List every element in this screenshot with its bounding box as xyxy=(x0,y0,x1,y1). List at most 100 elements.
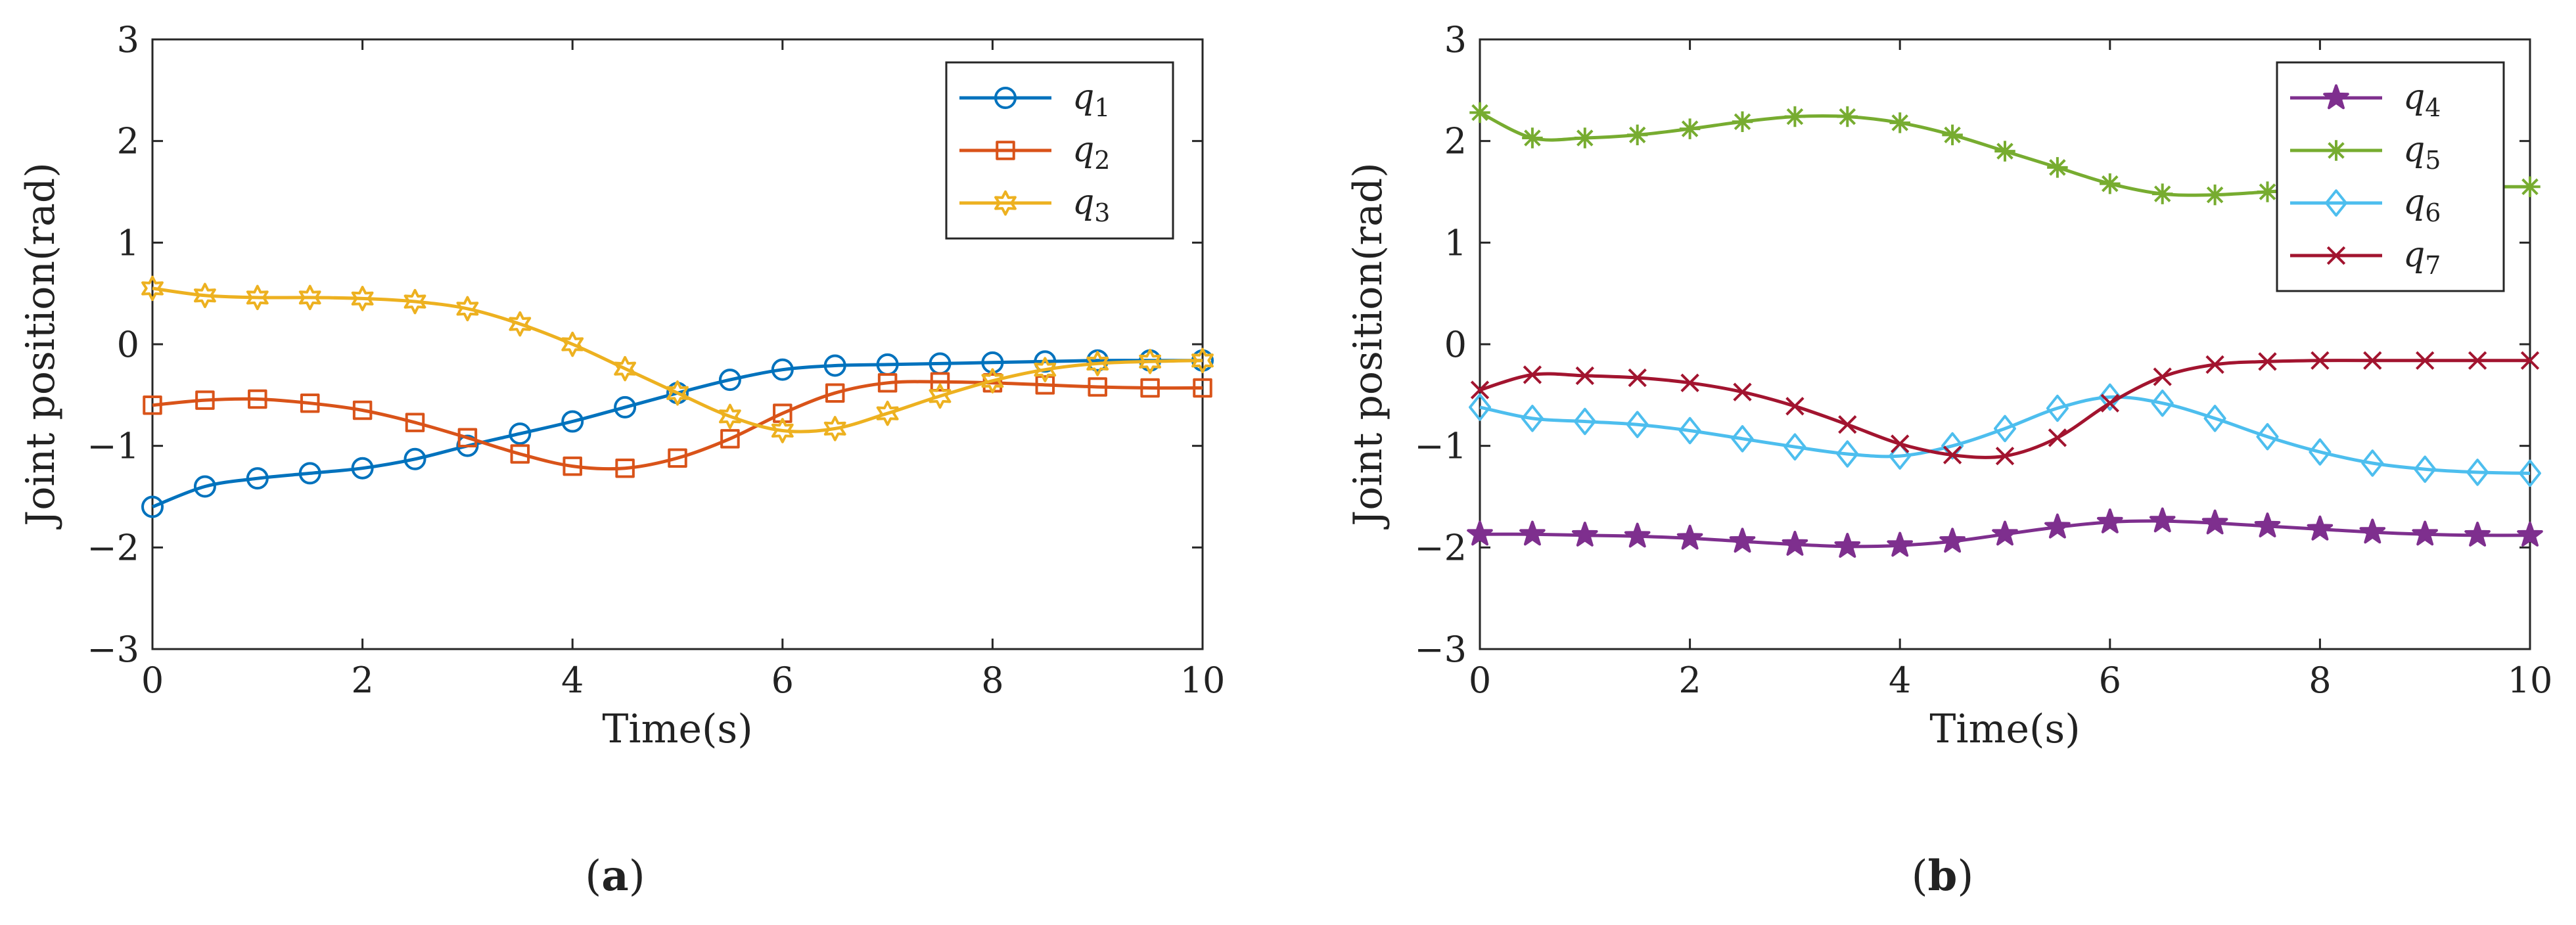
x-tick-label: 8 xyxy=(981,660,1003,701)
data-point-q2 xyxy=(930,372,950,392)
data-point-q3 xyxy=(1191,348,1214,373)
data-point-q3 xyxy=(981,368,1004,394)
data-point-q7 xyxy=(1470,380,1490,399)
data-point-q2 xyxy=(720,429,740,449)
legend-label-subscript: 5 xyxy=(2425,146,2441,175)
y-tick-label: 3 xyxy=(117,19,139,60)
legend-label-subscript: 7 xyxy=(2425,251,2441,280)
legend-item-q1: q1 xyxy=(959,78,1110,122)
y-tick-label: −2 xyxy=(87,527,139,568)
data-point-q3 xyxy=(456,296,479,322)
series-q6 xyxy=(1469,383,2541,487)
data-point-q2 xyxy=(1140,378,1160,398)
data-point-q1 xyxy=(403,447,426,470)
data-point-q3 xyxy=(771,418,794,443)
data-point-q1 xyxy=(456,434,479,457)
data-point-q1 xyxy=(771,358,794,381)
panel-caption-open: ( xyxy=(585,852,601,901)
data-point-q7 xyxy=(2416,351,2435,370)
data-point-q7 xyxy=(2100,394,2119,413)
data-point-q6 xyxy=(2361,449,2384,477)
data-point-q5 xyxy=(1732,111,1753,133)
x-tick-label: 6 xyxy=(771,660,794,701)
data-point-q3 xyxy=(351,286,374,311)
data-point-q7 xyxy=(1733,382,1752,401)
data-point-q4 xyxy=(2464,522,2491,547)
data-point-q7 xyxy=(2363,351,2382,370)
chart-panel-a: 0 2 4 6 8 10 −3 −2 −1 0 1 2 3 Time(s) Joint position(r… xyxy=(18,19,1225,901)
data-point-q7 xyxy=(2258,352,2277,371)
data-point-q1 xyxy=(1086,349,1109,372)
data-point-q7 xyxy=(1575,366,1594,386)
data-point-q3 xyxy=(1034,357,1057,382)
y-tick-label: 2 xyxy=(117,121,139,162)
y-tick-label: 2 xyxy=(1444,121,1467,162)
data-point-q2 xyxy=(825,383,845,403)
data-point-q7 xyxy=(2048,428,2067,447)
data-point-q4 xyxy=(1729,528,1756,553)
data-point-q2 xyxy=(457,428,478,448)
data-point-q6 xyxy=(2256,422,2279,451)
legend-label: q7 xyxy=(2403,235,2441,280)
y-tick-label: −1 xyxy=(87,426,139,467)
data-point-q1 xyxy=(246,467,269,490)
legend-marker xyxy=(996,141,1015,160)
data-point-q3 xyxy=(141,275,164,302)
x-tick-label: 0 xyxy=(141,660,164,701)
data-point-q5 xyxy=(2204,184,2226,206)
chart-panel-b: 0 2 4 6 8 10 −3 −2 −1 0 1 2 3 Time(s) Joint position(r… xyxy=(1345,19,2552,901)
data-point-q7 xyxy=(1891,434,1910,453)
series-q7 xyxy=(1470,351,2540,466)
data-point-q3 xyxy=(719,403,741,430)
data-point-q3 xyxy=(194,282,216,308)
legend-label-subscript: 3 xyxy=(1094,198,1110,227)
panel-caption-open: ( xyxy=(1912,852,1928,901)
data-point-q4 xyxy=(1992,520,2018,546)
data-point-q7 xyxy=(2468,351,2487,370)
data-point-q7 xyxy=(1523,365,1542,384)
data-point-q6 xyxy=(2309,438,2332,466)
data-point-q7 xyxy=(2311,351,2330,370)
x-tick-label: 4 xyxy=(561,660,584,701)
legend-label-name: q xyxy=(2403,130,2425,169)
x-tick-label: 0 xyxy=(1469,660,1491,701)
series-line-q6 xyxy=(1479,395,2531,475)
data-point-q4 xyxy=(2097,508,2123,533)
y-tick-label: −2 xyxy=(1414,527,1467,568)
y-axis-title: Joint position(rad) xyxy=(18,162,64,530)
data-point-q2 xyxy=(195,390,215,410)
data-point-q4 xyxy=(2307,515,2334,541)
y-tick-label: −1 xyxy=(1414,426,1467,467)
data-point-q4 xyxy=(2359,518,2386,544)
data-point-q4 xyxy=(1624,522,1651,548)
data-point-q7 xyxy=(2520,351,2540,370)
data-point-q4 xyxy=(1834,533,1861,558)
data-point-q4 xyxy=(2149,507,2176,533)
legend-label-subscript: 1 xyxy=(1094,93,1110,122)
data-point-q2 xyxy=(143,395,162,415)
legend-label-name: q xyxy=(2403,78,2425,117)
data-point-q1 xyxy=(193,475,216,498)
x-axis-title: Time(s) xyxy=(1929,706,2080,752)
y-tick-label: −3 xyxy=(1414,629,1467,670)
data-point-q6 xyxy=(2046,394,2069,422)
data-point-q1 xyxy=(351,457,374,480)
data-point-q1 xyxy=(614,395,637,418)
data-point-q5 xyxy=(1994,141,2015,162)
series-q1 xyxy=(141,349,1214,518)
data-point-q3 xyxy=(823,416,846,441)
y-tick-label: 1 xyxy=(117,222,139,263)
panel-caption-letter: a xyxy=(601,851,628,901)
series-line-q3 xyxy=(152,286,1203,434)
legend-label: q6 xyxy=(2403,183,2441,227)
data-point-q7 xyxy=(1680,373,1699,392)
legend-item-q3: q3 xyxy=(959,183,1110,227)
x-tick-label: 6 xyxy=(2099,660,2121,701)
data-point-q5 xyxy=(1626,124,1648,146)
data-point-q5 xyxy=(2151,183,2173,204)
data-point-q4 xyxy=(2044,513,2071,539)
data-point-q6 xyxy=(1626,411,1649,438)
data-point-q1 xyxy=(1034,350,1057,373)
